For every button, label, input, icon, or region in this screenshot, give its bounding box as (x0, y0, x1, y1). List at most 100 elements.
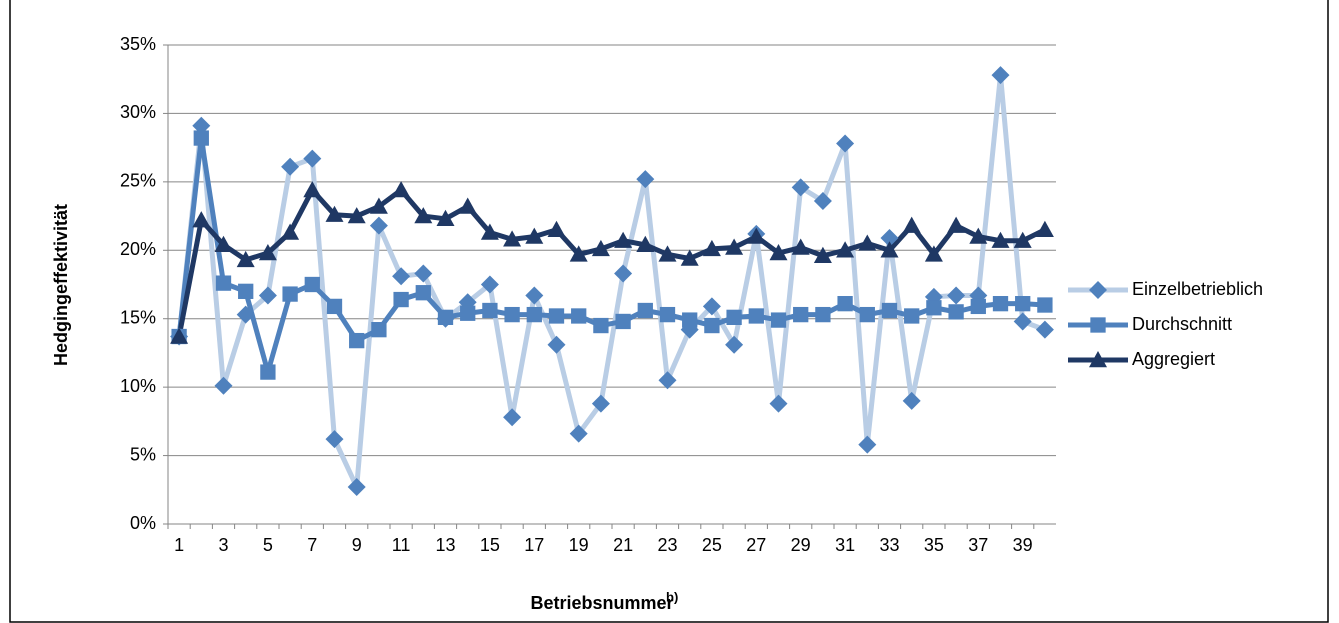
x-tick-label: 35 (924, 535, 944, 555)
marker (482, 302, 498, 319)
marker (680, 249, 699, 266)
marker (458, 197, 477, 214)
marker (1035, 320, 1054, 339)
marker (392, 181, 411, 198)
x-tick-label: 3 (218, 535, 228, 555)
x-tick-label: 7 (307, 535, 317, 555)
marker (414, 264, 433, 283)
marker (325, 205, 344, 222)
marker (836, 134, 855, 153)
marker (503, 230, 522, 247)
marker (948, 304, 964, 320)
marker (704, 317, 720, 334)
marker (571, 308, 587, 324)
y-tick-label: 0% (130, 513, 156, 533)
marker (547, 335, 566, 354)
marker (415, 285, 431, 301)
marker (813, 192, 832, 211)
marker (236, 250, 255, 268)
x-tick-label: 19 (569, 535, 589, 555)
marker (1037, 297, 1053, 313)
x-tick-label: 11 (392, 535, 411, 555)
marker (1035, 220, 1054, 237)
marker (658, 371, 677, 390)
y-tick-label: 15% (120, 307, 156, 327)
marker (238, 283, 254, 299)
x-tick-label: 13 (435, 535, 455, 555)
x-tick-label: 17 (524, 535, 544, 555)
x-tick-label: 21 (613, 535, 633, 555)
marker (881, 302, 898, 319)
marker (702, 239, 721, 257)
marker (192, 211, 211, 228)
marker (548, 308, 565, 324)
marker (791, 238, 810, 255)
marker (859, 306, 875, 323)
marker (258, 244, 277, 261)
marker (369, 216, 388, 235)
y-tick-label: 10% (120, 376, 156, 396)
x-tick-label: 29 (791, 535, 811, 555)
x-tick-label: 39 (1013, 535, 1033, 555)
marker (526, 306, 542, 323)
y-tick-label: 25% (120, 171, 156, 191)
marker (880, 228, 899, 247)
legend-label: Aggregiert (1132, 349, 1215, 369)
marker (815, 306, 831, 323)
x-tick-label: 1 (174, 535, 184, 555)
series-line (176, 187, 1047, 337)
legend-marker (1090, 317, 1106, 333)
marker (437, 309, 454, 325)
marker (436, 209, 455, 227)
marker (992, 296, 1009, 312)
y-axis-title: Hedgingeffektivität (51, 204, 71, 366)
marker (904, 308, 920, 324)
x-tick-label: 9 (352, 535, 362, 555)
marker (924, 245, 943, 262)
marker (303, 149, 322, 168)
marker (170, 327, 189, 344)
marker (214, 376, 233, 395)
marker (282, 286, 298, 302)
marker (747, 227, 766, 244)
marker (347, 478, 366, 497)
legend-label: Einzelbetrieblich (1132, 279, 1263, 299)
marker (725, 335, 744, 354)
marker (303, 181, 322, 198)
x-tick-label: 27 (746, 535, 766, 555)
marker (1013, 312, 1032, 331)
marker (769, 394, 788, 413)
marker (947, 286, 966, 305)
marker (369, 197, 388, 214)
marker (769, 244, 788, 261)
marker (525, 227, 544, 244)
series-line (176, 135, 1046, 375)
x-tick-label: 31 (835, 535, 855, 555)
marker (593, 317, 609, 334)
x-tick-label: 37 (968, 535, 988, 555)
marker (1015, 296, 1031, 312)
marker (304, 276, 320, 293)
marker (414, 207, 433, 224)
marker (258, 286, 277, 305)
marker (260, 364, 276, 380)
marker (281, 157, 300, 176)
marker (615, 313, 631, 330)
marker (636, 170, 655, 189)
marker (569, 245, 588, 262)
marker (392, 267, 411, 286)
marker (991, 231, 1010, 248)
marker (214, 235, 233, 253)
x-tick-label: 23 (657, 535, 677, 555)
marker (726, 309, 742, 325)
marker (926, 300, 942, 316)
marker (813, 246, 832, 263)
marker (636, 235, 655, 253)
marker (858, 234, 877, 251)
x-axis-title-note: b) (666, 589, 678, 604)
marker (637, 302, 653, 319)
marker (725, 238, 744, 255)
marker (215, 275, 232, 291)
y-tick-label: 20% (120, 239, 156, 259)
